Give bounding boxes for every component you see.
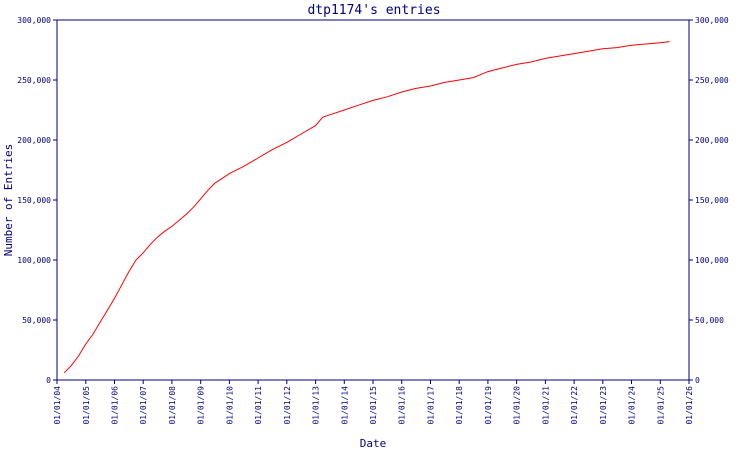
y-tick-label-left: 150,000 bbox=[17, 196, 51, 205]
x-tick-label: 01/01/04 bbox=[53, 386, 62, 425]
x-tick-label: 01/01/22 bbox=[570, 386, 579, 425]
y-axis-label: Number of Entries bbox=[2, 144, 15, 257]
y-tick-label-right: 250,000 bbox=[695, 76, 729, 85]
x-tick-label: 01/01/21 bbox=[541, 386, 550, 425]
y-tick-label-left: 300,000 bbox=[17, 16, 51, 25]
y-tick-label-left: 50,000 bbox=[22, 316, 51, 325]
y-tick-label-right: 50,000 bbox=[695, 316, 724, 325]
x-tick-label: 01/01/11 bbox=[254, 386, 263, 425]
x-axis: 01/01/04 01/01/05 01/01/06 01/01/07 01/01/08… bbox=[53, 380, 694, 425]
y-tick-label-left: 100,000 bbox=[17, 256, 51, 265]
y-tick-label-left: 250,000 bbox=[17, 76, 51, 85]
x-tick-label: 01/01/09 bbox=[197, 386, 206, 425]
x-tick-label: 01/01/07 bbox=[139, 386, 148, 425]
x-tick-label: 01/01/15 bbox=[369, 386, 378, 425]
y-tick-label-right: 300,000 bbox=[695, 16, 729, 25]
x-tick-label: 01/01/10 bbox=[225, 386, 234, 425]
x-tick-label: 01/01/25 bbox=[656, 386, 665, 425]
x-tick-label: 01/01/12 bbox=[283, 386, 292, 425]
x-tick-label: 01/01/06 bbox=[110, 386, 119, 425]
series-line bbox=[63, 41, 670, 374]
x-tick-label: 01/01/20 bbox=[513, 386, 522, 425]
y-axis-right: 0 50,000 100,000 150,000 200,000 250,000 300,0… bbox=[689, 16, 729, 385]
x-tick-label: 01/01/08 bbox=[168, 386, 177, 425]
x-tick-label: 01/01/19 bbox=[484, 386, 493, 425]
x-tick-label: 01/01/24 bbox=[628, 386, 637, 425]
x-tick-label: 01/01/16 bbox=[398, 386, 407, 425]
plot-frame bbox=[56, 19, 690, 381]
x-tick-label: 01/01/05 bbox=[82, 386, 91, 425]
x-tick-label: 01/01/14 bbox=[340, 386, 349, 425]
y-tick-label-right: 200,000 bbox=[695, 136, 729, 145]
y-tick-label-left: 0 bbox=[46, 376, 51, 385]
x-tick-label: 01/01/13 bbox=[312, 386, 321, 425]
y-axis-left: 0 50,000 100,000 150,000 200,000 250,000 300,0… bbox=[17, 16, 57, 385]
chart-title: dtp1174's entries bbox=[307, 3, 440, 18]
y-tick-label-left: 200,000 bbox=[17, 136, 51, 145]
x-tick-label: 01/01/23 bbox=[599, 386, 608, 425]
x-axis-label: Date bbox=[360, 437, 387, 450]
y-tick-label-right: 100,000 bbox=[695, 256, 729, 265]
y-tick-label-right: 0 bbox=[695, 376, 700, 385]
y-tick-label-right: 150,000 bbox=[695, 196, 729, 205]
x-tick-label: 01/01/18 bbox=[455, 386, 464, 425]
x-tick-label: 01/01/26 bbox=[685, 386, 694, 425]
x-tick-label: 01/01/17 bbox=[426, 386, 435, 425]
